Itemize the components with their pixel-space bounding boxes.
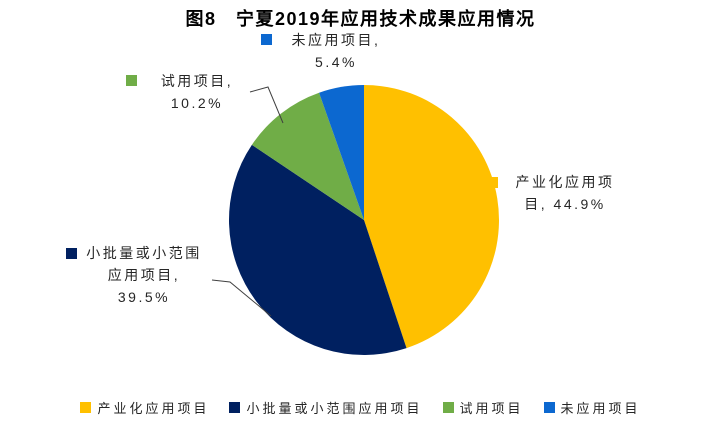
data-label-industrialized: 产业化应用项目, 44.9%	[487, 171, 624, 215]
small-batch-marker-icon	[66, 248, 77, 259]
data-label-text: 未应用项目, 5.4%	[291, 32, 381, 70]
pie-slice-unapplied	[319, 85, 364, 220]
legend-item-industrialized-application: 产业化应用项目	[80, 398, 209, 417]
data-label-trial: 试用项目, 10.2%	[126, 70, 249, 114]
unapplied-marker-icon	[261, 34, 272, 45]
trial-legend-marker-icon	[442, 402, 454, 413]
small-batch-or-small-scope-legend-marker-icon	[229, 402, 241, 413]
data-label-text: 试用项目, 10.2%	[160, 73, 234, 111]
chart-title: 图8 宁夏2019年应用技术成果应用情况	[185, 9, 536, 29]
legend-label: 产业化应用项目	[97, 401, 210, 416]
data-label-text: 产业化应用项目, 44.9%	[515, 174, 615, 212]
legend-label: 小批量或小范围应用项目	[246, 401, 423, 416]
trial-marker-icon	[126, 75, 137, 86]
leader-line-small-batch	[211, 279, 272, 317]
industrialized-application-legend-marker-icon	[80, 402, 92, 413]
legend-item-small-batch-or-small-scope: 小批量或小范围应用项目	[229, 398, 422, 417]
data-label-text: 小批量或小范围应用项目, 39.5%	[86, 245, 202, 305]
data-label-small-batch: 小批量或小范围应用项目, 39.5%	[66, 242, 203, 308]
pie-slice-small-batch-or-small-scope	[228, 144, 407, 356]
legend-item-trial: 试用项目	[442, 398, 524, 417]
pie-slice-trial	[251, 92, 364, 220]
legend-item-unapplied: 未应用项目	[543, 398, 641, 417]
data-label-unapplied: 未应用项目, 5.4%	[261, 29, 392, 73]
leader-line-trial	[249, 86, 284, 124]
legend-label: 试用项目	[459, 401, 524, 416]
legend-label: 未应用项目	[560, 401, 641, 416]
industrialized-marker-icon	[487, 177, 498, 188]
legend: 产业化应用项目 小批量或小范围应用项目 试用项目 未应用项目	[0, 398, 721, 417]
unapplied-legend-marker-icon	[543, 402, 555, 413]
pie-slice-industrialized-application	[364, 85, 500, 349]
